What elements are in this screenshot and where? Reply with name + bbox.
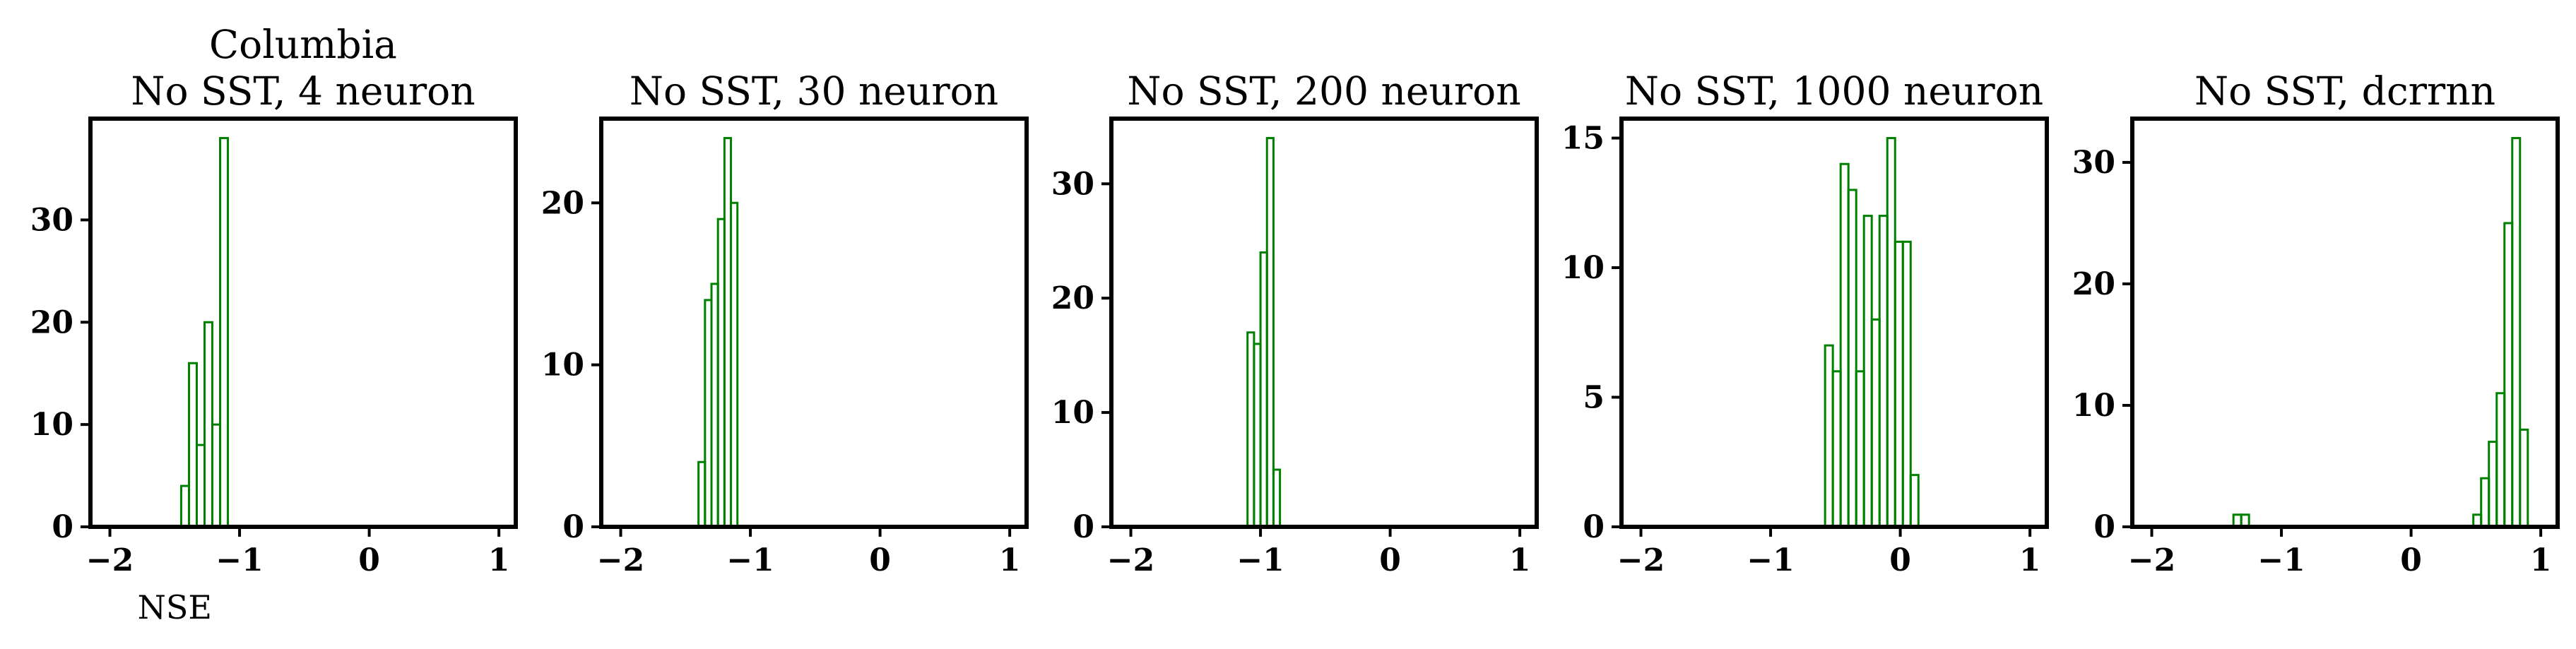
y-tick-label: 0 <box>52 509 73 545</box>
x-tick-label: 0 <box>358 542 380 578</box>
histogram-bar <box>1901 240 1912 528</box>
chart-title: Columbia <box>209 22 397 67</box>
y-tick-label: 20 <box>2072 266 2115 302</box>
y-tick-label: 0 <box>562 509 584 545</box>
y-tick-label: 10 <box>541 347 584 383</box>
x-tick-label: 1 <box>2530 542 2552 578</box>
x-tick-label: 0 <box>2400 542 2422 578</box>
x-tick-label: 0 <box>1889 542 1911 578</box>
histogram-bar <box>179 484 190 528</box>
x-tick-label: −2 <box>1617 542 1665 578</box>
chart-title: No SST, 4 neuron <box>131 69 475 114</box>
x-tick-label: −2 <box>597 542 644 578</box>
histogram-bar <box>1855 370 1865 528</box>
y-tick-label: 30 <box>2072 145 2115 181</box>
x-tick-label: 0 <box>869 542 891 578</box>
chart-title: No SST, dcrrnn <box>2194 69 2495 114</box>
x-tick-label: −1 <box>215 542 263 578</box>
y-tick-label: 15 <box>1561 121 1605 157</box>
histogram-bar <box>1862 215 1873 528</box>
histogram-bar <box>1831 370 1842 528</box>
x-tick-label: −2 <box>86 542 134 578</box>
histogram-bar <box>1265 137 1275 528</box>
histogram-bar <box>2511 137 2522 528</box>
histogram-bar <box>196 443 206 528</box>
x-tick-label: 1 <box>488 542 510 578</box>
x-tick-label: −1 <box>2257 542 2305 578</box>
x-tick-label: −2 <box>2128 542 2175 578</box>
axes-frame <box>88 117 518 529</box>
x-axis-label: NSE <box>138 588 212 626</box>
histogram-bar <box>2503 222 2514 528</box>
y-tick-label: 10 <box>1051 395 1094 431</box>
x-tick-label: −2 <box>1107 542 1154 578</box>
axes-frame <box>1109 117 1539 529</box>
x-tick-label: 1 <box>1509 542 1531 578</box>
histogram-bar <box>1886 137 1896 528</box>
chart-title: No SST, 200 neuron <box>1127 69 1520 114</box>
x-tick-label: −1 <box>1747 542 1794 578</box>
histogram-bar <box>1839 162 1850 528</box>
axes-frame <box>1619 117 2049 529</box>
axes-frame <box>2130 117 2560 529</box>
y-tick-label: 20 <box>30 304 73 340</box>
histogram-bar <box>187 362 198 528</box>
axes-frame <box>599 117 1029 529</box>
histogram-bar <box>1909 474 1920 528</box>
y-tick-label: 30 <box>30 202 73 238</box>
histogram-bar <box>2488 441 2498 528</box>
chart-title: No SST, 1000 neuron <box>1625 69 2043 114</box>
y-tick-label: 0 <box>1073 509 1094 545</box>
histogram-bar <box>1824 344 1834 528</box>
y-tick-label: 10 <box>30 407 73 443</box>
histogram-bar <box>2519 428 2529 528</box>
histogram-bar <box>203 321 214 528</box>
x-tick-label: 1 <box>999 542 1021 578</box>
y-tick-label: 20 <box>1051 280 1094 316</box>
histogram-bar <box>1847 189 1857 528</box>
histogram-bar <box>730 201 739 528</box>
histogram-bar <box>211 423 222 528</box>
histogram-bar <box>2495 392 2506 528</box>
x-tick-label: −1 <box>1236 542 1284 578</box>
histogram-bar <box>1870 318 1881 528</box>
y-tick-label: 10 <box>2072 388 2115 424</box>
y-tick-label: 20 <box>541 185 584 221</box>
histogram-bar <box>1893 240 1904 528</box>
y-tick-label: 10 <box>1561 250 1605 286</box>
y-tick-label: 0 <box>2093 509 2115 545</box>
histogram-bar <box>1272 468 1282 528</box>
chart-title: No SST, 30 neuron <box>630 69 998 114</box>
histogram-bar <box>2480 477 2491 528</box>
y-tick-label: 30 <box>1051 166 1094 202</box>
x-tick-label: 1 <box>2019 542 2041 578</box>
histogram-bar <box>219 137 230 528</box>
histogram-bar <box>1878 215 1889 528</box>
y-tick-label: 5 <box>1583 380 1605 416</box>
y-tick-label: 0 <box>1583 509 1605 545</box>
x-tick-label: 0 <box>1379 542 1401 578</box>
x-tick-label: −1 <box>726 542 774 578</box>
